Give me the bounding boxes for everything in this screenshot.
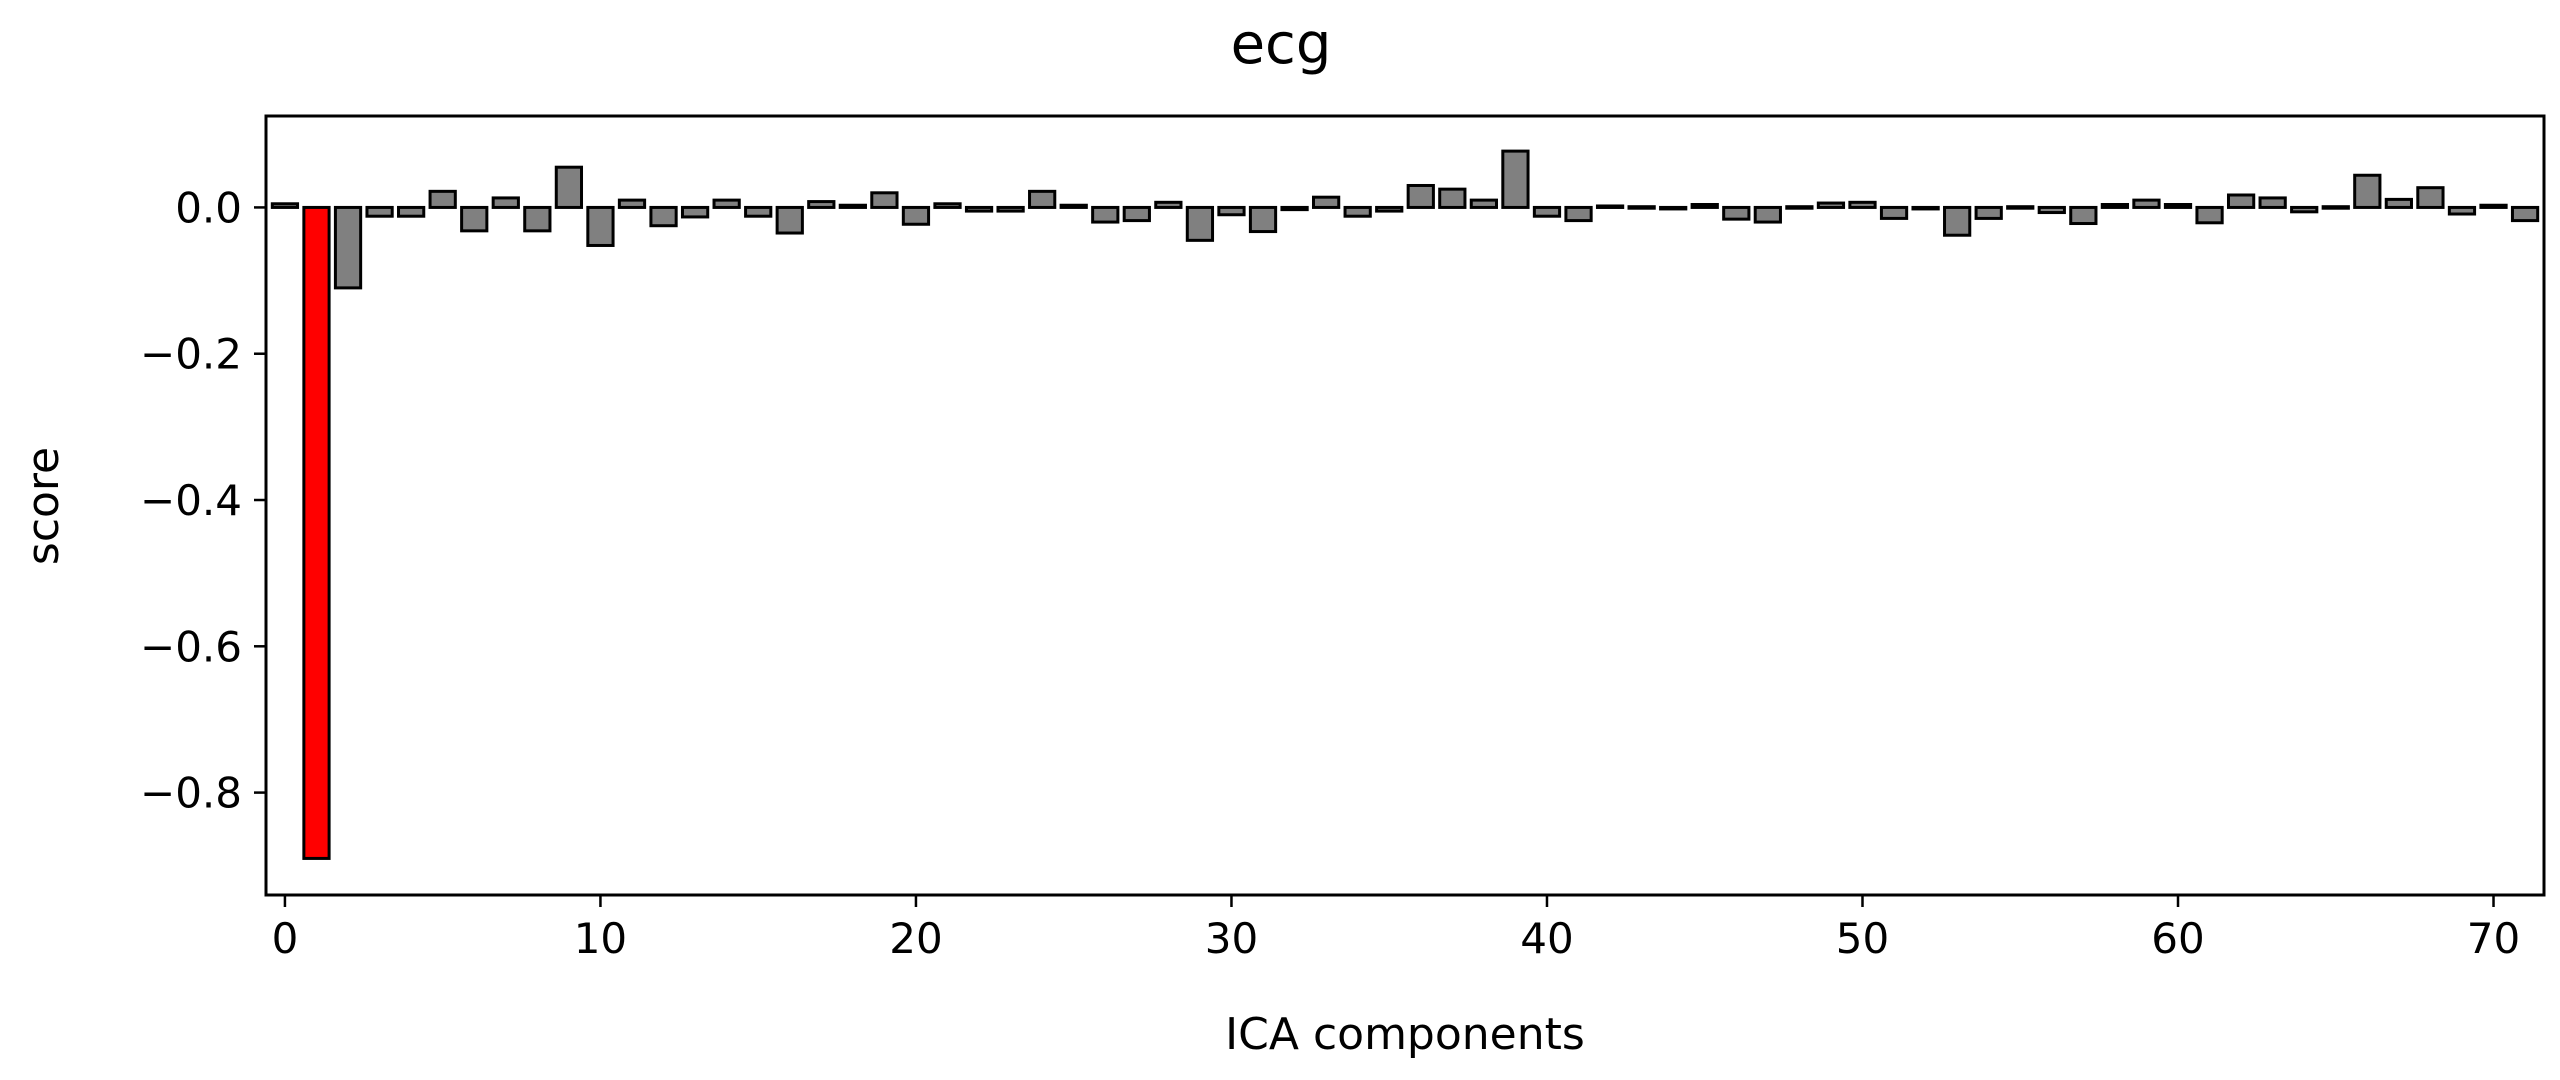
bar-component-51 bbox=[1879, 205, 1909, 220]
bar-component-65 bbox=[2321, 205, 2350, 210]
bar-component-27 bbox=[1122, 205, 1151, 223]
bar-component-47 bbox=[1753, 205, 1782, 224]
y-tick-label: −0.8 bbox=[140, 769, 242, 818]
bar-component-53 bbox=[1943, 205, 1972, 237]
bar-component-50 bbox=[1848, 200, 1877, 209]
y-tick-label: −0.6 bbox=[140, 622, 242, 671]
x-tick-label: 0 bbox=[272, 914, 299, 963]
bar-component-21 bbox=[933, 202, 962, 209]
bar-component-29 bbox=[1185, 205, 1215, 242]
bar-component-24 bbox=[1028, 189, 1057, 209]
bar-component-38 bbox=[1469, 198, 1498, 209]
x-tick-label: 20 bbox=[889, 914, 942, 963]
bar-component-44 bbox=[1659, 205, 1688, 211]
bar-component-23 bbox=[996, 205, 1025, 213]
bar-component-22 bbox=[964, 205, 994, 213]
bar-component-25 bbox=[1059, 203, 1088, 209]
bar-component-16 bbox=[775, 205, 804, 235]
bar-component-6 bbox=[460, 205, 489, 233]
bar-component-7 bbox=[491, 196, 520, 209]
bar-component-66 bbox=[2353, 173, 2382, 209]
bar-component-19 bbox=[870, 191, 899, 209]
bar-component-54 bbox=[1974, 205, 2003, 220]
bar-component-4 bbox=[397, 205, 426, 218]
bar-component-20 bbox=[901, 205, 931, 226]
x-tick-label: 40 bbox=[1520, 914, 1573, 963]
bar-component-14 bbox=[712, 198, 741, 209]
bar-component-0 bbox=[270, 202, 300, 209]
bar-component-60 bbox=[2163, 203, 2193, 209]
bar-component-52 bbox=[1911, 205, 1940, 211]
x-tick-label: 30 bbox=[1205, 914, 1258, 963]
bar-component-68 bbox=[2416, 186, 2445, 209]
x-tick-label: 70 bbox=[2467, 914, 2520, 963]
bar-component-5 bbox=[428, 189, 457, 209]
x-tick-label: 50 bbox=[1836, 914, 1889, 963]
x-tick-label: 10 bbox=[574, 914, 627, 963]
bar-component-37 bbox=[1438, 187, 1467, 209]
bar-component-61 bbox=[2195, 205, 2224, 225]
bar-component-10 bbox=[586, 205, 615, 247]
y-tick-label: 0.0 bbox=[175, 183, 242, 232]
bar-component-17 bbox=[807, 200, 836, 209]
x-axis-label: ICA components bbox=[1225, 1009, 1585, 1060]
x-axis: 0 10 20 30 40 50 60 70 bbox=[272, 895, 2520, 963]
bar-component-1 bbox=[302, 205, 331, 860]
bar-component-59 bbox=[2132, 198, 2161, 209]
bar-component-36 bbox=[1406, 183, 1435, 209]
bar-component-34 bbox=[1343, 205, 1372, 218]
bar-component-71 bbox=[2510, 205, 2540, 223]
bar-component-41 bbox=[1564, 205, 1593, 223]
bar-component-39 bbox=[1501, 149, 1530, 209]
bar-component-55 bbox=[2006, 205, 2035, 210]
plot-frame bbox=[264, 114, 2546, 897]
bar-component-28 bbox=[1154, 200, 1183, 209]
chart-title: ecg bbox=[1231, 12, 1332, 77]
y-tick-label: −0.2 bbox=[140, 330, 242, 379]
bar-component-62 bbox=[2226, 193, 2256, 209]
bar-component-49 bbox=[1816, 201, 1846, 209]
bar-component-46 bbox=[1722, 205, 1751, 221]
bar-component-70 bbox=[2479, 203, 2508, 209]
x-tick-label: 60 bbox=[2151, 914, 2204, 963]
bar-component-58 bbox=[2100, 203, 2130, 209]
bar-component-42 bbox=[1595, 204, 1625, 209]
y-axis: 0.0 −0.2 −0.4 −0.6 −0.8 bbox=[140, 183, 266, 818]
bar-component-35 bbox=[1375, 205, 1404, 213]
bar-component-30 bbox=[1217, 205, 1246, 217]
y-tick-label: −0.4 bbox=[140, 476, 242, 525]
bar-component-18 bbox=[838, 203, 867, 209]
bar-component-33 bbox=[1312, 195, 1341, 209]
bar-component-43 bbox=[1627, 205, 1656, 210]
bar-component-26 bbox=[1091, 205, 1120, 224]
bar-component-48 bbox=[1785, 205, 1814, 210]
y-axis-label: score bbox=[18, 447, 69, 565]
bar-component-64 bbox=[2290, 205, 2319, 214]
bar-component-9 bbox=[554, 165, 584, 209]
bar-component-40 bbox=[1532, 205, 1562, 218]
bar-component-67 bbox=[2384, 197, 2413, 209]
bar-component-63 bbox=[2258, 196, 2287, 209]
bar-component-57 bbox=[2069, 205, 2098, 226]
bar-component-13 bbox=[680, 205, 710, 219]
bar-component-3 bbox=[365, 205, 394, 218]
bar-component-45 bbox=[1690, 203, 1719, 209]
bars-layer bbox=[270, 149, 2540, 860]
bar-component-31 bbox=[1248, 205, 1278, 234]
bar-component-56 bbox=[2037, 205, 2066, 215]
bar-component-15 bbox=[744, 205, 773, 218]
bar-component-12 bbox=[649, 205, 678, 228]
bar-component-11 bbox=[617, 198, 647, 209]
bar-component-8 bbox=[523, 205, 552, 233]
bar-component-2 bbox=[333, 205, 363, 290]
bar-component-32 bbox=[1280, 205, 1309, 212]
bar-component-69 bbox=[2447, 205, 2477, 216]
